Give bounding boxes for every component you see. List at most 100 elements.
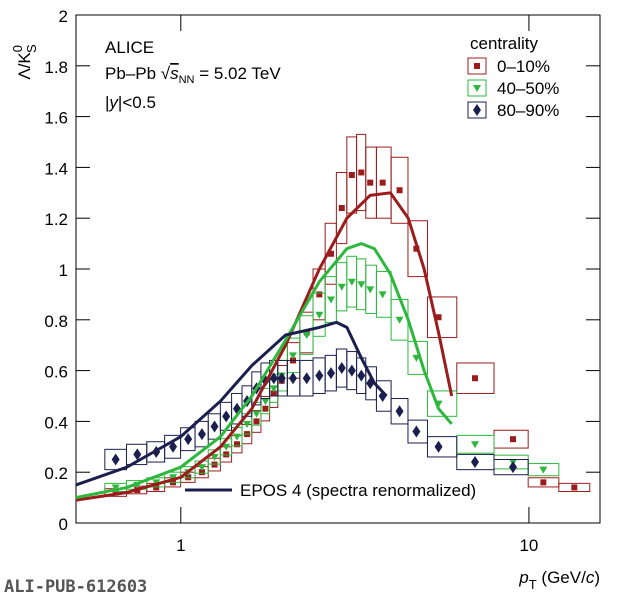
legend-marker [474, 63, 480, 69]
marker [197, 428, 206, 441]
marker [539, 466, 548, 474]
y-tick-label: 1.6 [44, 109, 68, 128]
marker [233, 441, 240, 448]
marker [471, 441, 480, 449]
legend-box [467, 57, 487, 75]
marker [337, 362, 346, 375]
marker [315, 369, 324, 382]
marker [269, 372, 278, 385]
marker [571, 484, 578, 491]
legend-marker [473, 104, 481, 116]
marker [357, 281, 366, 289]
marker [316, 291, 323, 298]
marker [243, 420, 252, 428]
model-curve [75, 191, 454, 502]
marker [223, 451, 230, 458]
marker [471, 456, 480, 469]
marker [211, 461, 218, 468]
sys-box [375, 380, 392, 412]
y-tick-label: 0 [59, 515, 68, 534]
sys-box [407, 220, 428, 278]
x-axis-label: pT (GeV/c) [518, 568, 600, 592]
sys-box [527, 477, 560, 488]
marker [509, 461, 518, 474]
marker [347, 364, 356, 377]
marker [395, 316, 404, 324]
y-tick-label: 0.8 [44, 312, 68, 331]
marker [111, 453, 120, 466]
marker [133, 448, 142, 461]
sys-box [426, 436, 458, 458]
marker [302, 372, 311, 385]
marker [326, 296, 335, 304]
marker [378, 291, 387, 299]
marker [288, 352, 297, 360]
sys-box [426, 390, 458, 417]
y-tick-label: 1.4 [44, 159, 68, 178]
marker [222, 443, 231, 451]
legend-label: 80–90% [497, 101, 559, 120]
x-tick-label: 1 [176, 536, 185, 555]
marker [326, 367, 335, 380]
y-tick-label: 0.6 [44, 363, 68, 382]
sys-box [407, 419, 428, 444]
x-tick-label: 10 [519, 536, 538, 555]
model-curve [75, 242, 453, 500]
y-tick-label: 1 [59, 261, 68, 280]
legend-label: 40–50% [497, 79, 559, 98]
sys-box [426, 296, 458, 339]
marker [472, 375, 479, 382]
marker [315, 311, 324, 319]
marker [338, 205, 345, 212]
sys-box [493, 459, 529, 476]
legend-box [467, 79, 487, 97]
marker [435, 314, 442, 321]
sys-box [324, 222, 337, 285]
marker [153, 484, 160, 491]
marker [210, 420, 219, 433]
y-axis-label: Λ/K0S [10, 44, 39, 80]
sys-box [390, 156, 409, 224]
y-tick-label: 0.4 [44, 413, 68, 432]
rapidity: |y|<0.5 [105, 93, 156, 112]
marker [232, 433, 241, 441]
marker [261, 398, 270, 406]
y-tick-label: 1.8 [44, 58, 68, 77]
marker [184, 433, 193, 446]
legend-title: centrality [470, 34, 539, 53]
marker [412, 425, 421, 438]
legend-label: EPOS 4 (spectra renormalized) [240, 481, 476, 500]
marker [347, 278, 356, 286]
y-tick-label: 0.2 [44, 464, 68, 483]
sys-box [390, 398, 409, 425]
marker [262, 405, 269, 412]
marker [111, 484, 120, 492]
footer: ALI-PUB-612603 [4, 577, 147, 597]
marker [337, 283, 346, 291]
legend-label: 0–10% [497, 57, 550, 76]
legend-marker [473, 85, 481, 92]
legend-box [467, 101, 487, 119]
marker [288, 372, 297, 385]
sys-box [375, 271, 392, 318]
marker [434, 440, 443, 453]
marker [112, 489, 119, 496]
marker [185, 474, 192, 481]
marker [269, 385, 278, 393]
sys-box [456, 362, 495, 394]
marker [540, 479, 547, 486]
marker [358, 169, 365, 176]
y-tick-label: 1.2 [44, 210, 68, 229]
marker [270, 390, 277, 397]
marker [302, 332, 311, 340]
marker [169, 474, 178, 482]
marker [252, 410, 261, 418]
marker [210, 453, 219, 461]
marker [253, 418, 260, 425]
marker [379, 179, 386, 186]
sys-box [286, 337, 301, 374]
marker [366, 286, 375, 294]
marker [222, 410, 231, 423]
marker [197, 464, 206, 472]
marker [198, 469, 205, 476]
